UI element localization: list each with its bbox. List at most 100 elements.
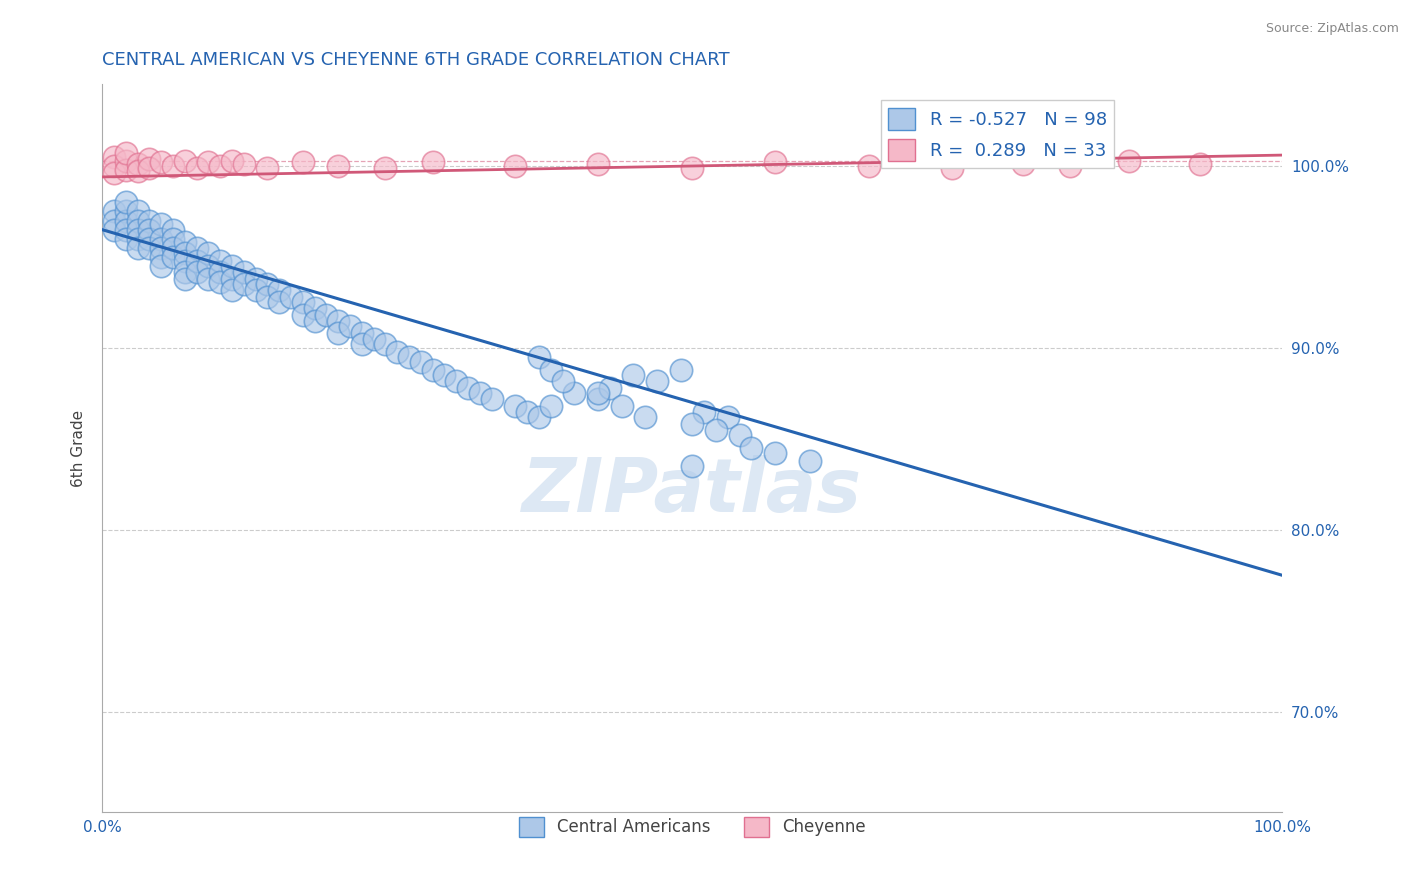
Point bbox=[280, 290, 302, 304]
Point bbox=[291, 308, 314, 322]
Point bbox=[173, 253, 195, 268]
Point bbox=[363, 332, 385, 346]
Point bbox=[693, 404, 716, 418]
Point bbox=[138, 152, 160, 166]
Point bbox=[197, 155, 219, 169]
Point bbox=[516, 404, 538, 418]
Point bbox=[138, 222, 160, 236]
Point bbox=[409, 355, 432, 369]
Point bbox=[221, 272, 243, 286]
Point bbox=[127, 232, 149, 246]
Point bbox=[256, 277, 278, 292]
Point bbox=[114, 153, 136, 168]
Point bbox=[562, 386, 585, 401]
Point bbox=[103, 213, 125, 227]
Point bbox=[186, 253, 208, 268]
Point bbox=[681, 459, 703, 474]
Point bbox=[173, 246, 195, 260]
Point bbox=[256, 161, 278, 175]
Point bbox=[941, 161, 963, 175]
Text: ZIPatlas: ZIPatlas bbox=[523, 455, 862, 528]
Point bbox=[586, 157, 609, 171]
Point bbox=[468, 386, 491, 401]
Point bbox=[350, 326, 373, 341]
Point bbox=[186, 161, 208, 175]
Point bbox=[1059, 159, 1081, 173]
Point bbox=[728, 428, 751, 442]
Point bbox=[197, 246, 219, 260]
Point bbox=[114, 146, 136, 161]
Point bbox=[162, 222, 184, 236]
Point bbox=[162, 232, 184, 246]
Point bbox=[150, 241, 173, 255]
Point bbox=[127, 164, 149, 178]
Point bbox=[162, 241, 184, 255]
Point bbox=[586, 386, 609, 401]
Point bbox=[209, 253, 232, 268]
Point bbox=[422, 155, 444, 169]
Point bbox=[127, 213, 149, 227]
Point bbox=[304, 301, 326, 315]
Point bbox=[505, 159, 527, 173]
Point bbox=[328, 326, 350, 341]
Y-axis label: 6th Grade: 6th Grade bbox=[72, 409, 86, 486]
Point bbox=[681, 161, 703, 175]
Point bbox=[221, 153, 243, 168]
Point bbox=[138, 232, 160, 246]
Point bbox=[586, 392, 609, 406]
Point bbox=[173, 235, 195, 250]
Point bbox=[505, 399, 527, 413]
Point bbox=[221, 283, 243, 297]
Point bbox=[103, 222, 125, 236]
Point bbox=[328, 313, 350, 327]
Point bbox=[138, 213, 160, 227]
Point bbox=[799, 454, 821, 468]
Point bbox=[704, 423, 727, 437]
Point bbox=[339, 319, 361, 334]
Point bbox=[138, 241, 160, 255]
Point bbox=[599, 381, 621, 395]
Point bbox=[232, 264, 254, 278]
Point bbox=[374, 337, 396, 351]
Text: CENTRAL AMERICAN VS CHEYENNE 6TH GRADE CORRELATION CHART: CENTRAL AMERICAN VS CHEYENNE 6TH GRADE C… bbox=[103, 51, 730, 69]
Point bbox=[245, 283, 267, 297]
Point bbox=[197, 259, 219, 273]
Point bbox=[150, 232, 173, 246]
Point bbox=[173, 153, 195, 168]
Point bbox=[114, 232, 136, 246]
Point bbox=[645, 374, 668, 388]
Point bbox=[114, 213, 136, 227]
Point bbox=[1188, 157, 1211, 171]
Point bbox=[621, 368, 644, 383]
Point bbox=[763, 446, 786, 460]
Point bbox=[138, 161, 160, 175]
Point bbox=[103, 204, 125, 219]
Point bbox=[669, 363, 692, 377]
Point bbox=[221, 259, 243, 273]
Point bbox=[527, 410, 550, 425]
Point bbox=[232, 277, 254, 292]
Point bbox=[150, 155, 173, 169]
Point bbox=[150, 217, 173, 231]
Point bbox=[232, 157, 254, 171]
Point bbox=[127, 222, 149, 236]
Point bbox=[540, 363, 562, 377]
Point bbox=[610, 399, 633, 413]
Point bbox=[481, 392, 503, 406]
Point bbox=[681, 417, 703, 432]
Point bbox=[315, 308, 337, 322]
Point bbox=[446, 374, 468, 388]
Point bbox=[114, 195, 136, 210]
Point bbox=[717, 410, 740, 425]
Point bbox=[127, 241, 149, 255]
Point bbox=[527, 350, 550, 364]
Point bbox=[858, 159, 880, 173]
Point bbox=[1118, 153, 1140, 168]
Point bbox=[150, 250, 173, 264]
Point bbox=[103, 166, 125, 180]
Point bbox=[387, 344, 409, 359]
Point bbox=[103, 150, 125, 164]
Point bbox=[634, 410, 657, 425]
Point bbox=[162, 159, 184, 173]
Point bbox=[422, 363, 444, 377]
